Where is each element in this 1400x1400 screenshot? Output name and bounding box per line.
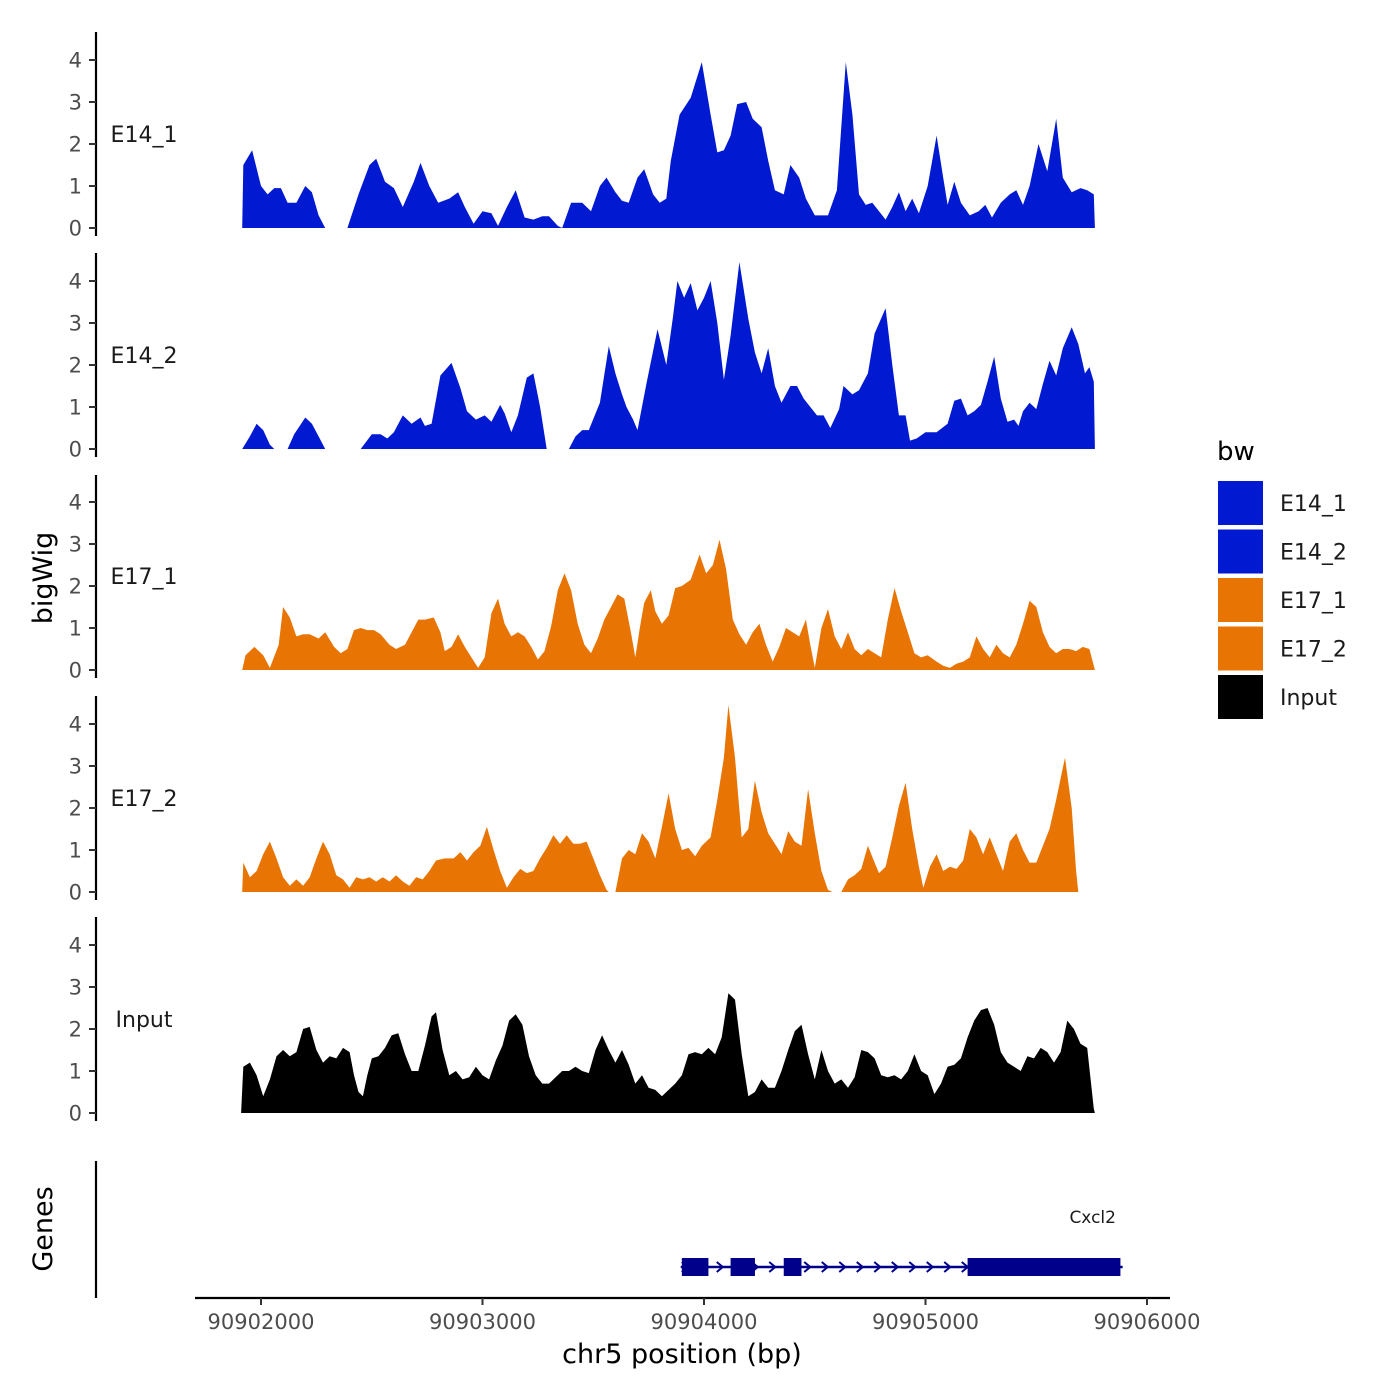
- legend-key: [1218, 529, 1263, 574]
- x-axis: 90902000 90903000 90904000 90905000 90906000: [195, 1296, 1201, 1334]
- y-tick-label: 3: [69, 976, 82, 1000]
- legend-label: E14_2: [1280, 541, 1347, 566]
- legend-key: [1218, 578, 1263, 622]
- y-tick-label: 0: [69, 1102, 82, 1126]
- x-tick-label: 90902000: [208, 1310, 315, 1334]
- track-label: E17_1: [111, 565, 178, 590]
- legend-item: E17_1: [1218, 578, 1347, 622]
- legend-key: [1218, 675, 1263, 719]
- y-axis-title: bigWig: [28, 532, 59, 625]
- x-axis-title: chr5 position (bp): [562, 1339, 802, 1370]
- legend-label: Input: [1280, 686, 1337, 711]
- strand-arrow-icon: [926, 1261, 935, 1273]
- legend-items: E14_1 E14_2 E17_1 E17_2 Input: [1218, 481, 1347, 719]
- track-label: E14_1: [111, 123, 178, 148]
- signal-area-segment: [568, 262, 1095, 449]
- x-tick-label: 90905000: [872, 1310, 979, 1334]
- y-tick-label: 2: [69, 133, 82, 157]
- y-tick-label: 0: [69, 659, 82, 683]
- gene-exon: [967, 1258, 1121, 1276]
- legend-item: E17_2: [1218, 626, 1347, 671]
- track-label: Input: [116, 1008, 173, 1033]
- y-tick-label: 0: [69, 438, 82, 462]
- signal-area-segment: [360, 362, 547, 449]
- y-tick-label: 4: [69, 491, 82, 515]
- track-e14-1: 0 1 2 3 4 E14_1: [69, 32, 1095, 241]
- strand-arrow-icon: [891, 1261, 900, 1273]
- strand-arrow-icon: [856, 1261, 865, 1273]
- track-e17-1: 0 1 2 3 4 E17_1: [69, 475, 1095, 683]
- legend-key: [1218, 626, 1263, 671]
- x-tick-label: 90903000: [429, 1310, 536, 1334]
- legend-item: E14_2: [1218, 529, 1347, 574]
- strand-arrow-icon: [943, 1261, 952, 1273]
- legend-label: E17_2: [1280, 638, 1347, 663]
- x-axis-ticks: 90902000 90903000 90904000 90905000 90906000: [208, 1298, 1201, 1334]
- x-tick-label: 90904000: [651, 1310, 758, 1334]
- track-label: E17_2: [111, 787, 178, 812]
- gene-exon: [783, 1258, 802, 1276]
- y-tick-label: 3: [69, 312, 82, 336]
- legend-label: E14_1: [1280, 492, 1347, 517]
- x-tick-label: 90906000: [1094, 1310, 1201, 1334]
- strand-arrow-icon: [908, 1261, 917, 1273]
- y-tick-label: 1: [69, 396, 82, 420]
- signal-area-segment: [241, 993, 1095, 1113]
- strand-arrow-icon: [821, 1261, 830, 1273]
- y-tick-label: 0: [69, 217, 82, 241]
- signal-area-segment: [287, 417, 326, 449]
- strand-arrow-icon: [716, 1261, 725, 1273]
- genes-track: Cxcl2: [94, 1161, 1123, 1298]
- y-tick-label: 4: [69, 49, 82, 73]
- y-tick-label: 2: [69, 797, 82, 821]
- strand-arrow-icon: [838, 1261, 847, 1273]
- y-tick-label: 1: [69, 1060, 82, 1084]
- strand-arrow-icon: [873, 1261, 882, 1273]
- genes-axis-title: Genes: [28, 1186, 59, 1271]
- y-tick-label: 2: [69, 1018, 82, 1042]
- y-tick-label: 4: [69, 270, 82, 294]
- gene-exon: [730, 1258, 755, 1276]
- y-tick-label: 4: [69, 713, 82, 737]
- legend-label: E17_1: [1280, 589, 1347, 614]
- y-tick-label: 3: [69, 755, 82, 779]
- signal-area-segment: [242, 150, 326, 228]
- strand-arrow-icon: [803, 1261, 812, 1273]
- y-tick-label: 1: [69, 175, 82, 199]
- legend-key: [1218, 481, 1263, 525]
- gene-exon: [681, 1258, 709, 1276]
- signal-area-segment: [562, 62, 1095, 228]
- track-e17-2: 0 1 2 3 4 E17_2: [69, 696, 1079, 905]
- gene-label: Cxcl2: [1069, 1208, 1116, 1228]
- legend: bw E14_1 E14_2 E17_1 E17_2 Input: [1217, 437, 1347, 719]
- gene-models: Cxcl2: [680, 1208, 1123, 1276]
- legend-item: Input: [1218, 675, 1337, 719]
- y-tick-label: 2: [69, 354, 82, 378]
- signal-area-segment: [615, 705, 833, 892]
- signal-area-segment: [242, 423, 275, 449]
- y-tick-label: 2: [69, 575, 82, 599]
- y-tick-label: 3: [69, 533, 82, 557]
- legend-item: E14_1: [1218, 481, 1347, 525]
- track-e14-2: 0 1 2 3 4 E14_2: [69, 253, 1095, 462]
- legend-title: bw: [1217, 437, 1255, 467]
- y-tick-label: 1: [69, 617, 82, 641]
- y-tick-label: 1: [69, 839, 82, 863]
- signal-area-segment: [242, 826, 609, 892]
- strand-arrow-icon: [768, 1261, 777, 1273]
- signal-area-segment: [347, 158, 563, 228]
- y-tick-label: 3: [69, 91, 82, 115]
- gene-cxcl2: Cxcl2: [680, 1208, 1123, 1276]
- y-tick-label: 0: [69, 881, 82, 905]
- track-input: 0 1 2 3 4 Input: [69, 917, 1095, 1126]
- signal-area-segment: [242, 539, 1095, 670]
- track-label: E14_2: [111, 344, 178, 369]
- signal-area-segment: [841, 757, 1079, 892]
- signal-tracks: 0 1 2 3 4 E14_1 0 1 2 3 4 E14_2 0 1 2 3 4 E17_1 0 1 2 3 4 E17_2…: [69, 32, 1095, 1126]
- y-tick-label: 4: [69, 934, 82, 958]
